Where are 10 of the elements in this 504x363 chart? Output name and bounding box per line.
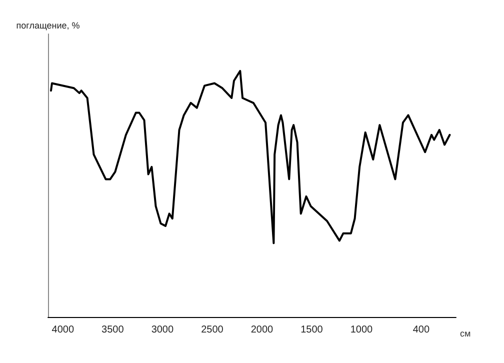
x-tick-label: 2500 [201, 324, 224, 336]
x-tick-label: 400 [412, 324, 430, 336]
y-axis-title: поглащение, % [16, 20, 80, 30]
x-tick-label: 3500 [102, 324, 124, 336]
x-axis-title: см [460, 328, 471, 338]
x-tick-label: 2000 [250, 324, 274, 336]
x-tick-label: 1000 [350, 324, 374, 336]
x-tick-label: 3000 [151, 324, 174, 336]
x-tick-label: 4000 [52, 324, 74, 336]
x-tick-label: 1500 [300, 324, 324, 336]
